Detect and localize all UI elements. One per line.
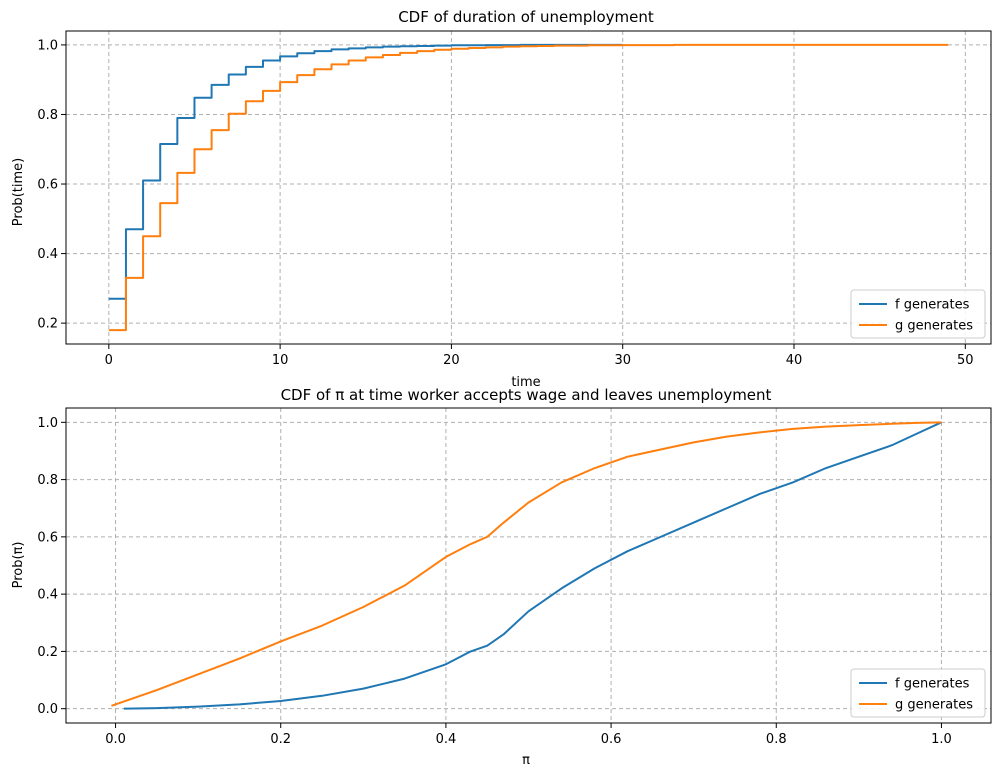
series-lines	[111, 421, 942, 710]
x-tick-label: 0.4	[436, 732, 457, 747]
chart-title: CDF of duration of unemployment	[398, 8, 654, 26]
tick-marks	[61, 44, 966, 349]
chart-pi-cdf: CDF of π at time worker accepts wage and…	[11, 386, 992, 768]
series-line-g-generates	[111, 421, 942, 707]
y-tick-label: 0.8	[37, 473, 58, 488]
x-tick-label: 0.6	[601, 732, 622, 747]
chart-title: CDF of π at time worker accepts wage and…	[281, 386, 772, 404]
legend-label: g generates	[895, 698, 973, 713]
legend-label: f generates	[895, 298, 970, 313]
y-tick-label: 0.6	[37, 178, 58, 193]
series-lines	[108, 43, 949, 332]
y-tick-label: 0.6	[37, 530, 58, 545]
tick-marks	[61, 421, 942, 728]
x-tick-label: 1.0	[931, 732, 952, 747]
y-tick-label: 0.4	[37, 588, 58, 603]
legend: f generates g generates	[850, 289, 986, 339]
y-tick-label: 1.0	[37, 416, 58, 431]
y-tick-label: 0.0	[37, 702, 58, 717]
y-tick-label: 0.4	[37, 247, 58, 262]
x-tick-label: 0.8	[766, 732, 787, 747]
y-axis-label: Prob(π)	[11, 542, 26, 589]
x-tick-label: 50	[957, 353, 974, 368]
y-tick-label: 0.2	[37, 317, 58, 332]
legend: f generates g generates	[850, 668, 986, 718]
x-tick-label: 30	[614, 353, 631, 368]
x-axis-label: π	[522, 753, 530, 768]
x-tick-label: 0.2	[270, 732, 291, 747]
series-line-f-generates	[123, 421, 942, 710]
y-tick-label: 1.0	[37, 38, 58, 53]
chart-duration-cdf: CDF of duration of unemployment time Pro…	[11, 8, 992, 390]
x-tick-labels: 0 10 20 30 40 50	[105, 353, 974, 368]
plot-frame	[65, 30, 992, 345]
y-axis-label: Prob(time)	[11, 158, 26, 226]
y-tick-label: 0.2	[37, 645, 58, 660]
legend-label: g generates	[895, 319, 973, 334]
x-tick-label: 0.0	[105, 732, 126, 747]
y-tick-label: 0.8	[37, 108, 58, 123]
plot-frame	[65, 407, 992, 724]
x-tick-label: 20	[443, 353, 460, 368]
series-line-g-generates	[108, 43, 949, 332]
legend-label: f generates	[895, 677, 970, 692]
x-tick-label: 40	[786, 353, 803, 368]
x-tick-label: 0	[105, 353, 113, 368]
x-tick-labels: 0.0 0.2 0.4 0.6 0.8 1.0	[105, 732, 952, 747]
y-tick-labels: 0.2 0.4 0.6 0.8 1.0	[37, 38, 58, 331]
x-tick-label: 10	[272, 353, 289, 368]
series-line-f-generates	[108, 43, 623, 300]
x-axis-label: time	[511, 375, 540, 390]
y-tick-labels: 0.0 0.2 0.4 0.6 0.8 1.0	[37, 416, 58, 717]
